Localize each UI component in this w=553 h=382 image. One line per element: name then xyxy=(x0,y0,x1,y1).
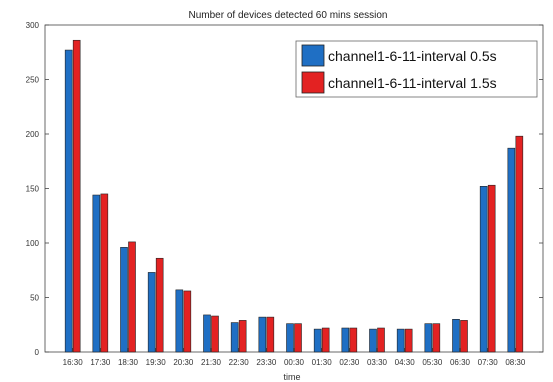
legend-label-series-1: channel1-6-11-interval 0.5s xyxy=(328,48,497,64)
bar-series-2-0230 xyxy=(349,327,358,353)
x-tick-label: 08:30 xyxy=(505,358,526,367)
bar-series-2-0330 xyxy=(377,327,385,353)
bar-series-1-0230 xyxy=(341,327,350,353)
x-tick-label: 01:30 xyxy=(312,358,333,367)
x-tick-label: 06:30 xyxy=(450,358,471,367)
bar-series-1-0330 xyxy=(369,328,377,353)
bar-series-1-0830 xyxy=(507,147,516,353)
x-tick-label: 05:30 xyxy=(422,358,443,367)
bar-series-1-0430 xyxy=(396,328,405,353)
x-tick-label: 02:30 xyxy=(339,358,360,367)
y-tick-label: 100 xyxy=(26,239,40,248)
x-tick-label: 03:30 xyxy=(367,358,388,367)
bar-series-1-0730 xyxy=(479,186,488,353)
bar-series-2-1730 xyxy=(100,193,109,353)
bars-group xyxy=(64,39,524,353)
chart-title: Number of devices detected 60 mins sessi… xyxy=(189,10,388,21)
x-tick-label: 18:30 xyxy=(118,358,139,367)
bar-series-2-0830 xyxy=(515,135,524,353)
bar-series-2-0530 xyxy=(432,323,441,353)
x-tick-label: 17:30 xyxy=(90,358,111,367)
bar-series-2-0630 xyxy=(460,320,468,353)
bar-series-2-1630 xyxy=(72,39,81,353)
x-tick-label: 04:30 xyxy=(395,358,416,367)
legend-label-series-2: channel1-6-11-interval 1.5s xyxy=(328,75,497,91)
legend-box xyxy=(295,40,538,98)
bar-series-2-0030 xyxy=(294,323,302,353)
bar-series-2-2130 xyxy=(211,315,219,353)
bar-series-1-1730 xyxy=(92,194,101,353)
y-tick-label: 50 xyxy=(30,294,39,303)
bar-series-1-2130 xyxy=(203,314,211,353)
legend-swatch-series-1 xyxy=(301,44,325,67)
y-tick-label: 150 xyxy=(26,185,40,194)
x-tick-label: 19:30 xyxy=(146,358,167,367)
bar-series-1-0030 xyxy=(286,323,294,353)
bar-series-1-1830 xyxy=(120,247,128,353)
x-axis-label: time xyxy=(283,372,300,382)
bar-series-1-2030 xyxy=(175,289,184,353)
bar-series-2-2330 xyxy=(266,316,275,353)
bar-series-2-0130 xyxy=(321,327,330,353)
x-axis: 16:30 17:30 18:30 19:30 20:30 21:30 22:30 23:30… xyxy=(63,348,526,367)
x-tick-label: 22:30 xyxy=(229,358,250,367)
x-tick-label: 23:30 xyxy=(256,358,277,367)
legend: channel1-6-11-interval 0.5s channel1-6-1… xyxy=(295,40,538,98)
bar-series-1-0630 xyxy=(452,318,460,353)
y-axis: 0 50 100 150 200 250 300 xyxy=(26,21,543,357)
bar-series-1-1930 xyxy=(147,272,156,353)
bar-series-1-2230 xyxy=(230,322,239,353)
bar-series-2-0430 xyxy=(404,328,413,353)
bar-series-1-0530 xyxy=(424,323,433,353)
legend-swatch-series-2 xyxy=(301,71,325,94)
y-tick-label: 200 xyxy=(26,130,40,139)
bar-series-1-1630 xyxy=(64,49,73,353)
x-tick-label: 00:30 xyxy=(284,358,305,367)
bar-series-2-0730 xyxy=(487,184,496,353)
x-tick-label: 21:30 xyxy=(201,358,222,367)
bar-series-1-2330 xyxy=(258,316,267,353)
y-tick-label: 300 xyxy=(26,21,40,30)
bar-series-1-0130 xyxy=(313,328,322,353)
y-tick-label: 0 xyxy=(35,348,40,357)
x-tick-label: 20:30 xyxy=(173,358,194,367)
bar-series-2-2230 xyxy=(238,320,247,353)
bar-series-2-2030 xyxy=(183,290,192,353)
y-tick-label: 250 xyxy=(26,76,40,85)
bar-series-2-1930 xyxy=(155,257,164,353)
x-tick-label: 07:30 xyxy=(478,358,499,367)
x-tick-label: 16:30 xyxy=(63,358,84,367)
bar-series-2-1830 xyxy=(128,241,136,353)
